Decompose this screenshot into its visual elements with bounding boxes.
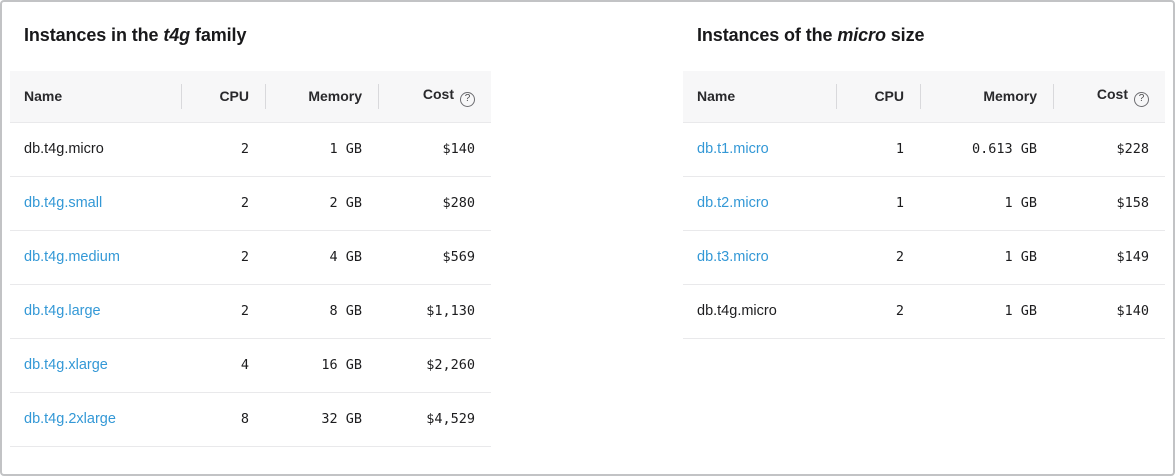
cost-cell: $228 <box>1053 121 1165 176</box>
micro-size-table: Name CPU Memory Cost? db.t1.micro 1 0.61… <box>683 71 1165 339</box>
title-suffix: family <box>190 25 247 45</box>
memory-cell: 1 GB <box>920 229 1053 284</box>
cpu-cell: 2 <box>181 283 265 338</box>
title-prefix: Instances in the <box>24 25 164 45</box>
instance-name-cell: db.t3.micro <box>683 229 836 284</box>
title-emphasis: micro <box>837 25 886 45</box>
instance-name-cell: db.t2.micro <box>683 175 836 230</box>
title-prefix: Instances of the <box>697 25 838 45</box>
table-row: db.t4g.medium 2 4 GB $569 <box>10 229 491 284</box>
column-header-cpu: CPU <box>181 71 265 122</box>
instance-link[interactable]: db.t4g.2xlarge <box>24 411 116 427</box>
instance-name-cell: db.t4g.large <box>10 283 181 338</box>
column-header-cost-label: Cost <box>1096 85 1128 102</box>
t4g-family-title: Instances in the t4g family <box>24 22 491 48</box>
instance-link[interactable]: db.t2.micro <box>697 195 769 211</box>
table-header-row: Name CPU Memory Cost? <box>10 71 491 122</box>
memory-cell: 1 GB <box>920 283 1053 339</box>
table-row: db.t4g.small 2 2 GB $280 <box>10 175 491 230</box>
instance-name-cell: db.t4g.medium <box>10 229 181 284</box>
cpu-cell: 2 <box>181 229 265 284</box>
cpu-cell: 2 <box>181 175 265 230</box>
table-row: db.t4g.micro 2 1 GB $140 <box>10 121 491 176</box>
instance-link[interactable]: db.t4g.small <box>24 195 103 211</box>
table-row: db.t4g.xlarge 4 16 GB $2,260 <box>10 337 491 392</box>
cpu-cell: 2 <box>181 121 265 176</box>
cpu-cell: 2 <box>836 283 920 339</box>
instance-name-cell: db.t4g.micro <box>683 283 836 339</box>
cost-cell: $4,529 <box>378 391 491 447</box>
instance-link[interactable]: db.t4g.large <box>24 303 101 319</box>
memory-cell: 8 GB <box>265 283 378 338</box>
instance-name-cell: db.t4g.xlarge <box>10 337 181 392</box>
column-header-cpu: CPU <box>836 71 920 122</box>
instance-link[interactable]: db.t4g.medium <box>24 249 120 265</box>
column-header-cost-label: Cost <box>422 85 454 102</box>
instance-name-current: db.t4g.micro <box>24 141 104 157</box>
cost-cell: $158 <box>1053 175 1165 230</box>
memory-cell: 1 GB <box>265 121 378 176</box>
table-row: db.t4g.micro 2 1 GB $140 <box>683 283 1165 339</box>
cost-help-icon[interactable]: ? <box>1134 91 1149 107</box>
instance-name-cell: db.t1.micro <box>683 121 836 176</box>
table-row: db.t4g.large 2 8 GB $1,130 <box>10 283 491 338</box>
table-header-row: Name CPU Memory Cost? <box>683 71 1165 122</box>
title-suffix: size <box>885 25 925 45</box>
cpu-cell: 1 <box>836 175 920 230</box>
cost-cell: $569 <box>378 229 491 284</box>
cpu-cell: 1 <box>836 121 920 176</box>
t4g-family-table-section: Instances in the t4g family Name CPU Mem… <box>10 2 491 474</box>
cpu-cell: 4 <box>181 337 265 392</box>
cpu-cell: 8 <box>181 391 265 447</box>
memory-cell: 16 GB <box>265 337 378 392</box>
table-row: db.t3.micro 2 1 GB $149 <box>683 229 1165 284</box>
cost-cell: $140 <box>378 121 491 176</box>
micro-size-table-section: Instances of the micro size Name CPU Mem… <box>683 2 1165 474</box>
column-header-cost: Cost? <box>378 71 491 122</box>
table-row: db.t1.micro 1 0.613 GB $228 <box>683 121 1165 176</box>
column-header-name: Name <box>10 71 181 122</box>
instance-name-cell: db.t4g.micro <box>10 121 181 176</box>
cost-cell: $2,260 <box>378 337 491 392</box>
cpu-cell: 2 <box>836 229 920 284</box>
instance-link[interactable]: db.t3.micro <box>697 249 769 265</box>
memory-cell: 1 GB <box>920 175 1053 230</box>
memory-cell: 2 GB <box>265 175 378 230</box>
table-row: db.t4g.2xlarge 8 32 GB $4,529 <box>10 391 491 447</box>
memory-cell: 4 GB <box>265 229 378 284</box>
instance-link[interactable]: db.t4g.xlarge <box>24 357 108 373</box>
cost-cell: $140 <box>1053 283 1165 339</box>
t4g-family-table: Name CPU Memory Cost? db.t4g.micro 2 1 G… <box>10 71 491 447</box>
cost-cell: $1,130 <box>378 283 491 338</box>
table-row: db.t2.micro 1 1 GB $158 <box>683 175 1165 230</box>
instance-link[interactable]: db.t1.micro <box>697 141 769 157</box>
column-header-cost: Cost? <box>1053 71 1165 122</box>
column-header-memory: Memory <box>920 71 1053 122</box>
instance-name-current: db.t4g.micro <box>697 303 777 319</box>
title-emphasis: t4g <box>163 25 191 45</box>
instance-name-cell: db.t4g.2xlarge <box>10 391 181 447</box>
column-header-name: Name <box>683 71 836 122</box>
memory-cell: 0.613 GB <box>920 121 1053 176</box>
micro-size-title: Instances of the micro size <box>697 22 1165 48</box>
cost-help-icon[interactable]: ? <box>460 91 475 107</box>
memory-cell: 32 GB <box>265 391 378 447</box>
instance-name-cell: db.t4g.small <box>10 175 181 230</box>
cost-cell: $149 <box>1053 229 1165 284</box>
column-header-memory: Memory <box>265 71 378 122</box>
cost-cell: $280 <box>378 175 491 230</box>
